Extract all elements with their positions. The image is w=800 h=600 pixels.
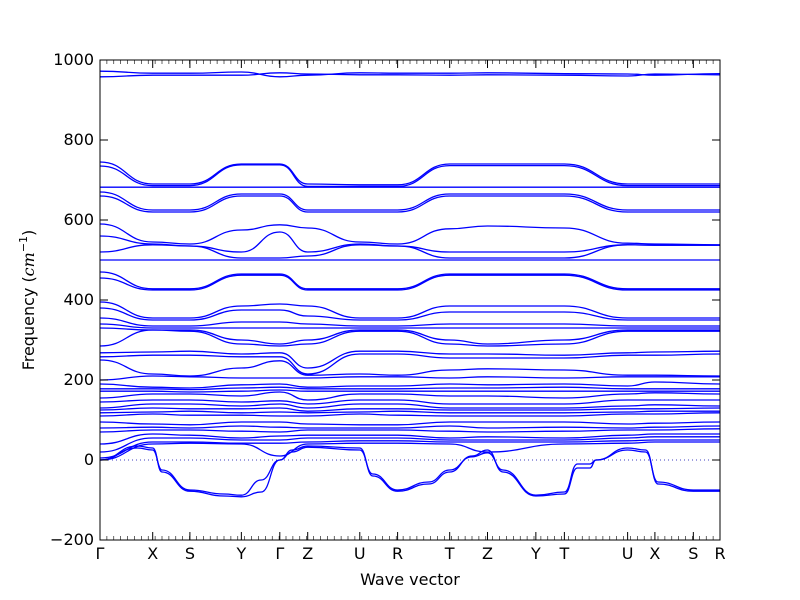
x-tick-label-5: Γ	[275, 544, 284, 563]
band-line-40	[100, 445, 720, 498]
band-line-21	[100, 353, 720, 375]
band-line-39	[100, 441, 720, 461]
x-tick-label-7: U	[354, 544, 366, 563]
y-tick-label-2: 0	[84, 450, 94, 469]
band-line-13	[100, 274, 720, 291]
band-line-18	[100, 327, 720, 345]
band-line-3	[100, 161, 720, 186]
band-line-32	[100, 412, 720, 417]
x-tick-label-10: Z	[482, 544, 493, 563]
y-tick-label-1: −200	[50, 530, 94, 549]
band-line-22	[100, 359, 720, 377]
band-line-29	[100, 403, 720, 409]
band-line-17	[100, 323, 720, 329]
x-tick-label-2: X	[147, 544, 158, 563]
y-tick-label-3: 200	[63, 370, 94, 389]
band-line-19	[100, 329, 720, 347]
band-line-26	[100, 389, 720, 393]
y-tick-label-5: 600	[63, 210, 94, 229]
plot-frame	[99, 59, 721, 541]
band-line-4	[100, 164, 720, 188]
band-line-6	[100, 191, 720, 211]
bands-layer	[100, 70, 720, 498]
band-line-14	[100, 301, 720, 319]
band-line-25	[100, 386, 720, 391]
band-line-10	[100, 244, 720, 259]
band-line-12	[100, 271, 720, 290]
y-axis-title-close: )	[19, 230, 38, 236]
band-line-41	[100, 446, 720, 496]
y-axis-title: Frequency (cm−1)	[17, 230, 38, 371]
x-tick-label-12: T	[558, 544, 569, 563]
y-tick-label-6: 800	[63, 130, 94, 149]
band-line-7	[100, 195, 720, 213]
x-tick-label-16: R	[714, 544, 725, 563]
y-ticks: −200 0 200 400 600 800 1000	[50, 50, 720, 549]
y-tick-label-4: 400	[63, 290, 94, 309]
band-line-1	[100, 72, 720, 78]
x-tick-label-13: U	[622, 544, 634, 563]
x-tick-label-8: R	[392, 544, 403, 563]
x-tick-label-11: Y	[530, 544, 541, 563]
band-line-27	[100, 391, 720, 401]
y-axis-title-main: Frequency (	[19, 276, 38, 370]
x-tick-label-9: T	[444, 544, 455, 563]
band-line-15	[100, 307, 720, 321]
x-tick-label-15: S	[688, 544, 698, 563]
band-line-23	[100, 375, 720, 381]
band-line-34	[100, 425, 720, 429]
band-line-24	[100, 381, 720, 389]
band-line-30	[100, 407, 720, 412]
band-line-8	[100, 223, 720, 246]
x-axis-title: Wave vector	[360, 570, 460, 589]
band-line-33	[100, 421, 720, 426]
band-line-38	[100, 439, 720, 459]
band-line-28	[100, 399, 720, 405]
x-tick-label-14: X	[649, 544, 660, 563]
band-line-2	[100, 70, 720, 78]
band-line-37	[100, 436, 720, 453]
y-axis-title-exponent: −1	[17, 236, 30, 252]
y-axis-title-unit: cm	[19, 252, 38, 276]
band-line-36	[100, 433, 720, 445]
x-tick-label-4: Y	[235, 544, 246, 563]
band-line-35	[100, 428, 720, 433]
x-tick-label-6: Z	[302, 544, 313, 563]
y-tick-label-7: 1000	[53, 50, 94, 69]
band-line-16	[100, 317, 720, 327]
band-line-20	[100, 350, 720, 369]
band-line-31	[100, 410, 720, 414]
x-tick-label-3: S	[185, 544, 195, 563]
x-tick-label-1: Γ	[96, 544, 105, 563]
